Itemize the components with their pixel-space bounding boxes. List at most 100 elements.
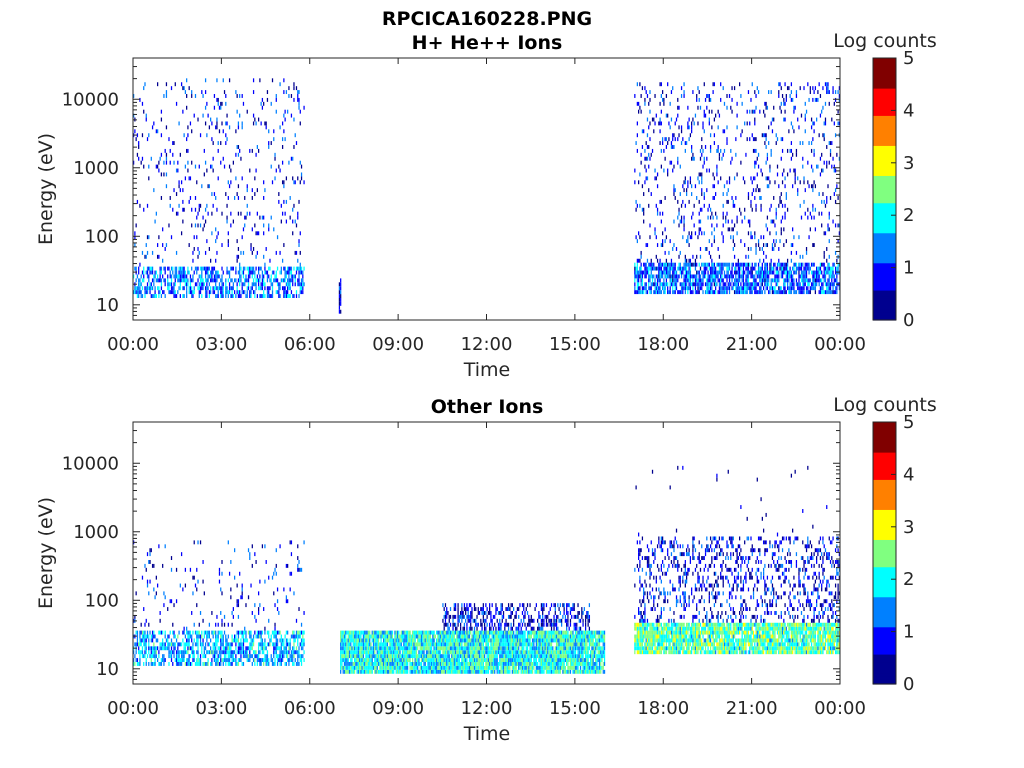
spectrogram-cell <box>699 227 702 232</box>
spectrogram-cell <box>701 145 703 149</box>
spectrogram-cell <box>294 274 296 279</box>
spectrogram-cell <box>197 662 199 666</box>
spectrogram-cell <box>685 274 688 279</box>
spectrogram-cell <box>239 650 241 655</box>
spectrogram-cell <box>664 227 666 232</box>
spectrogram-cell <box>158 254 160 259</box>
spectrogram-cell <box>239 571 241 576</box>
spectrogram-cell <box>212 650 214 655</box>
spectrogram-cell <box>800 290 803 295</box>
spectrogram-cell <box>174 646 176 651</box>
spectrogram-cell <box>648 125 650 130</box>
spectrogram-cell <box>208 266 211 271</box>
spectrogram-cell <box>285 282 288 287</box>
spectrogram-cell <box>660 121 662 126</box>
spectrogram-cell <box>256 231 258 236</box>
spectrogram-cell <box>755 160 757 165</box>
spectrogram-cell <box>290 278 293 283</box>
spectrogram-cell <box>203 172 205 177</box>
spectrogram-cell <box>699 105 702 110</box>
spectrogram-cell <box>812 243 814 248</box>
spectrogram-cell <box>207 184 209 189</box>
spectrogram-cell <box>701 270 703 275</box>
spectrogram-cell <box>245 603 247 608</box>
spectrogram-cell <box>280 662 282 666</box>
spectrogram-cell <box>257 650 260 655</box>
colorbar-segment <box>873 145 896 149</box>
spectrogram-cell <box>433 642 435 647</box>
spectrogram-cell <box>285 595 288 600</box>
spectrogram-cell <box>138 278 140 283</box>
spectrogram-cell <box>236 286 238 291</box>
spectrogram-cell <box>731 274 733 279</box>
spectrogram-cell <box>364 634 366 639</box>
spectrogram-cell <box>295 290 298 295</box>
spectrogram-cell <box>170 286 173 291</box>
spectrogram-cell <box>406 662 409 666</box>
spectrogram-cell <box>375 638 377 643</box>
spectrogram-cell <box>660 219 662 224</box>
spectrogram-cell <box>268 575 270 580</box>
spectrogram-cell <box>154 219 156 224</box>
spectrogram-cell <box>298 274 300 279</box>
spectrogram-cell <box>728 227 731 232</box>
spectrogram-cell <box>696 196 698 200</box>
spectrogram-cell <box>660 270 662 275</box>
spectrogram-cell <box>340 286 342 291</box>
spectrogram-cell <box>300 622 303 627</box>
spectrogram-cell <box>436 642 438 647</box>
spectrogram-cell <box>257 630 260 635</box>
spectrogram-cell <box>745 152 747 157</box>
spectrogram-cell <box>751 262 753 267</box>
spectrogram-cell <box>692 278 694 283</box>
spectrogram-cell <box>433 654 435 659</box>
spectrogram-cell <box>441 665 443 670</box>
spectrogram-cell <box>670 160 673 165</box>
spectrogram-cell <box>672 274 674 279</box>
spectrogram-cell <box>264 579 266 584</box>
spectrogram-cell <box>831 270 833 275</box>
spectrogram-cell <box>346 658 348 662</box>
spectrogram-cell <box>170 638 173 643</box>
spectrogram-cell <box>241 235 243 240</box>
spectrogram-cell <box>295 270 298 275</box>
spectrogram-cell <box>155 294 157 298</box>
spectrogram-cell <box>774 274 776 279</box>
spectrogram-cell <box>184 662 187 666</box>
spectrogram-cell <box>244 223 246 228</box>
spectrogram-cell <box>246 650 248 655</box>
spectrogram-cell <box>266 650 269 655</box>
spectrogram-cell <box>645 266 647 271</box>
spectrogram-cell <box>160 646 163 651</box>
spectrogram-cell <box>264 188 266 193</box>
spectrogram-cell <box>740 160 742 165</box>
spectrogram-cell <box>246 184 248 189</box>
colorbar-segment <box>873 115 896 119</box>
spectrogram-cell <box>746 270 748 275</box>
spectrogram-cell <box>182 630 184 635</box>
spectrogram-cell <box>711 266 713 271</box>
spectrogram-cell <box>254 614 256 619</box>
spectrogram-cell <box>149 266 151 271</box>
spectrogram-cell <box>151 638 154 643</box>
spectrogram-cell <box>340 646 342 651</box>
colorbar-segment <box>873 199 896 204</box>
spectrogram-cell <box>183 207 185 212</box>
spectrogram-cell <box>361 654 363 659</box>
spectrogram-cell <box>293 266 295 271</box>
spectrogram-cell <box>289 587 291 592</box>
spectrogram-cell <box>155 646 157 651</box>
spectrogram-cell <box>264 121 266 126</box>
spectrogram-cell <box>795 282 798 287</box>
spectrogram-cell <box>648 164 650 169</box>
spectrogram-cell <box>636 274 638 279</box>
spectrogram-cell <box>722 215 724 220</box>
spectrogram-cell <box>823 254 825 259</box>
spectrogram-cell <box>414 646 416 651</box>
spectrogram-cell <box>775 141 777 146</box>
spectrogram-cell <box>756 156 758 161</box>
spectrogram-cell <box>222 129 224 134</box>
spectrogram-cell <box>184 176 187 181</box>
spectrogram-cell <box>203 650 205 655</box>
